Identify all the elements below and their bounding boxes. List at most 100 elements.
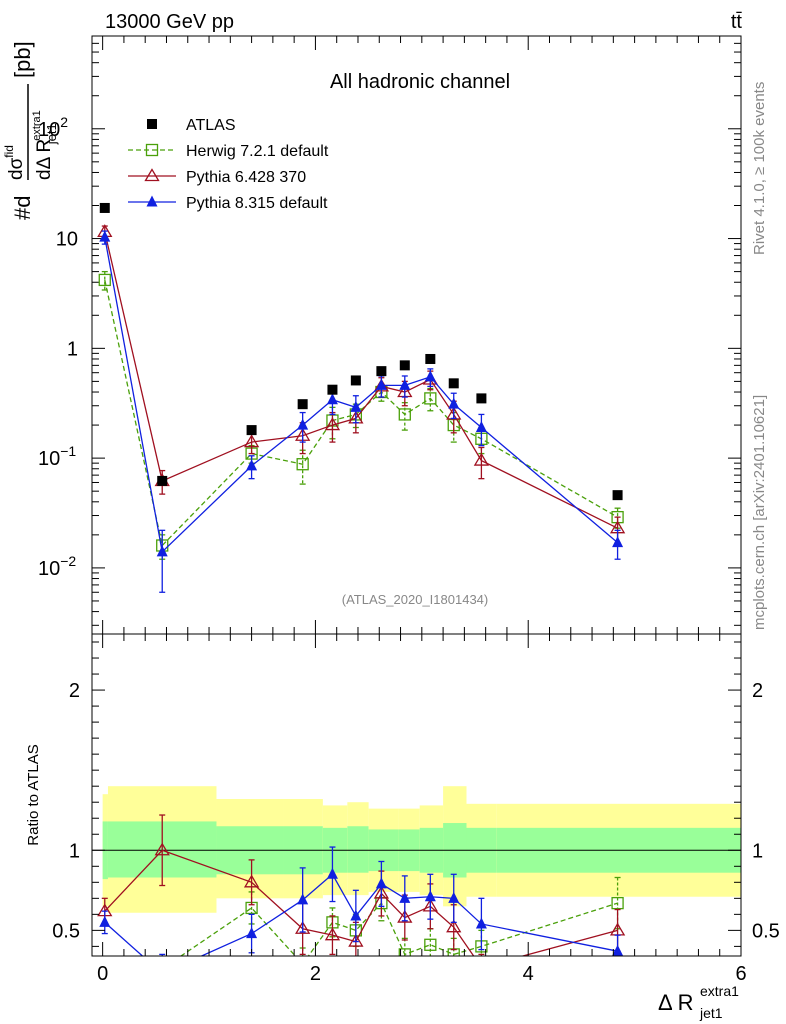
y-label-den-base: dΔ R — [34, 139, 55, 180]
x-tick-label: 6 — [735, 963, 746, 985]
series-point — [424, 392, 437, 405]
y-tick-label: 10 — [56, 229, 78, 251]
y-tick-label: 102 — [38, 114, 68, 141]
ratio-point — [399, 891, 411, 903]
data-point — [448, 378, 459, 389]
data-point — [246, 425, 257, 436]
y-label-num-base: dσ — [6, 157, 27, 180]
y-tick-base: 10 — [38, 448, 60, 470]
legend-label: Herwig 7.2.1 default — [186, 143, 329, 160]
legend-label: Pythia 6.428 370 — [186, 169, 306, 186]
y-label-unit: [pb] — [10, 41, 35, 78]
band-group — [102, 786, 741, 913]
ratio-point — [375, 877, 387, 889]
y-label-den-sub: jet1 — [44, 123, 59, 145]
y-label-den-sup: extra1 — [31, 110, 43, 141]
ratio-x-ticks: 0 2 4 6 — [97, 634, 747, 985]
ratio-y-tick-label-left: 1 — [69, 840, 80, 862]
ratio-point — [154, 842, 170, 856]
x-axis-label: Δ R extra1 jet1 — [658, 983, 739, 1021]
main-x-ticks — [102, 36, 742, 634]
series-point — [156, 545, 168, 557]
x-label-sub: jet1 — [699, 1005, 723, 1021]
y-tick-base: 10 — [38, 119, 60, 141]
legend-marker — [146, 195, 158, 207]
data-point — [425, 353, 436, 364]
series-point — [98, 273, 111, 287]
ratio-point — [611, 896, 624, 910]
x-label-sup: extra1 — [700, 983, 739, 999]
legend-marker — [145, 143, 159, 157]
y-label-prefix: #d — [10, 196, 35, 220]
series-point — [326, 393, 338, 405]
x-tick-label: 2 — [310, 963, 321, 985]
x-label-base: Δ R — [658, 990, 693, 1015]
ratio-frame — [91, 633, 742, 957]
y-tick-exp: 2 — [60, 114, 68, 130]
ratio-series-group — [97, 814, 626, 978]
ratio-point — [475, 917, 487, 929]
y-label-num: dσfid — [2, 145, 27, 180]
series-point — [398, 408, 411, 421]
ratio-point — [99, 915, 111, 927]
rivet-label: Rivet 4.1.0, ≥ 100k events — [751, 82, 768, 255]
main-series — [97, 202, 626, 593]
series-point — [243, 434, 260, 448]
series-point — [475, 421, 487, 433]
ratio-point — [424, 890, 436, 902]
data-point — [99, 202, 110, 213]
y-label-num-sup: fid — [2, 145, 16, 158]
legend: ATLAS Herwig 7.2.1 default Pythia 6.428 37… — [128, 117, 329, 212]
ratio-point — [326, 867, 338, 879]
ratio-point — [448, 891, 460, 903]
ratio-point — [446, 919, 462, 933]
ratio-point — [243, 874, 260, 888]
ratio-point — [157, 967, 168, 978]
data-point — [157, 475, 168, 486]
ratio-point — [297, 893, 309, 905]
y-tick-exp: −1 — [60, 443, 76, 459]
series-point — [350, 400, 362, 412]
legend-marker — [147, 119, 157, 129]
legend-label: Pythia 8.315 default — [186, 195, 328, 212]
x-tick-label: 0 — [97, 963, 108, 985]
series-point — [448, 397, 460, 409]
process-label: tt̄ — [731, 11, 743, 33]
series-point — [296, 458, 309, 471]
series-line — [104, 231, 618, 529]
ratio-line — [179, 901, 618, 956]
data-point — [376, 366, 387, 377]
y-tick-base: 10 — [38, 558, 60, 580]
y-tick-exp: −2 — [60, 553, 76, 569]
band-inner — [347, 826, 369, 873]
y-tick-label: 10−2 — [38, 553, 76, 580]
series-point — [375, 378, 387, 390]
ratio-point — [397, 909, 413, 923]
ratio-point — [398, 948, 411, 956]
legend-marker — [144, 168, 160, 182]
y-tick-label: 10−1 — [38, 443, 76, 470]
series-point — [473, 452, 490, 466]
ratio-y-ticks: 0.5 0.5 1 1 2 2 — [52, 641, 780, 947]
analysis-id: (ATLAS_2020_I1801434) — [342, 592, 488, 607]
energy-label: 13000 GeV pp — [105, 11, 234, 33]
ratio-y-label: Ratio to ATLAS — [25, 744, 42, 845]
series-point — [424, 370, 436, 382]
ratio-bands — [102, 786, 741, 913]
main-series-group — [97, 202, 626, 593]
x-tick-label: 4 — [523, 963, 534, 985]
series-point — [99, 230, 111, 242]
ratio-y-tick-label-left: 0.5 — [52, 920, 80, 942]
ratio-point — [157, 963, 168, 974]
ratio-line — [104, 849, 618, 956]
ratio-point — [324, 927, 341, 941]
data-point — [612, 490, 623, 501]
series-point — [612, 536, 624, 548]
data-point — [350, 375, 361, 386]
series-point — [246, 459, 258, 471]
y-label-den: dΔ Rextra1jet1 — [31, 110, 59, 180]
data-point — [297, 399, 308, 410]
data-point — [399, 360, 410, 371]
